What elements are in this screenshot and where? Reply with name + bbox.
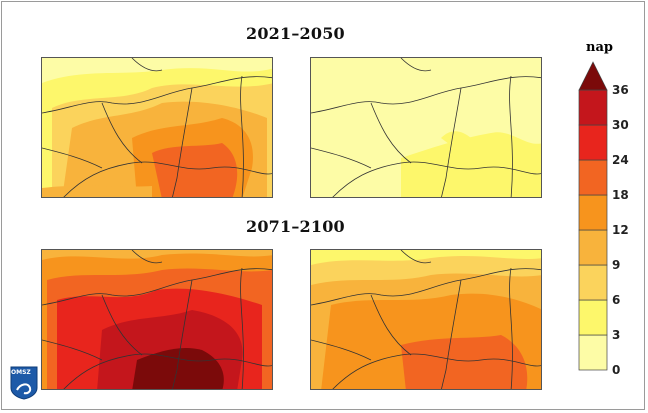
map-2021-2050-left xyxy=(41,57,273,198)
scale-tick-label: 12 xyxy=(612,223,629,237)
scale-tick-label: 6 xyxy=(612,293,621,307)
scale-tick-label: 3 xyxy=(612,328,621,342)
scale-box xyxy=(578,229,608,266)
omsz-logo xyxy=(10,366,38,400)
scale-box xyxy=(578,89,608,126)
scale-box xyxy=(578,334,608,371)
scale-tick-label: 30 xyxy=(612,118,629,132)
scale-box xyxy=(578,124,608,161)
scale-overflow-triangle xyxy=(578,61,608,91)
scale-unit-label: nap xyxy=(586,40,613,55)
map-2021-2050-right xyxy=(310,57,542,198)
scale-tick-label: 24 xyxy=(612,153,629,167)
scale-box xyxy=(578,159,608,196)
period-title-1: 2021–2050 xyxy=(246,24,345,43)
color-scale-bar xyxy=(578,61,608,371)
scale-tick-label: 36 xyxy=(612,83,629,97)
map-2071-2100-right xyxy=(310,249,542,390)
scale-box xyxy=(578,194,608,231)
scale-tick-label: 9 xyxy=(612,258,621,272)
scale-tick-label: 0 xyxy=(612,363,621,377)
period-title-2: 2071–2100 xyxy=(246,217,345,236)
logo-text: OMSZ xyxy=(11,369,31,376)
scale-box xyxy=(578,299,608,336)
scale-tick-label: 18 xyxy=(612,188,629,202)
scale-box xyxy=(578,264,608,301)
map-2071-2100-left xyxy=(41,249,273,390)
